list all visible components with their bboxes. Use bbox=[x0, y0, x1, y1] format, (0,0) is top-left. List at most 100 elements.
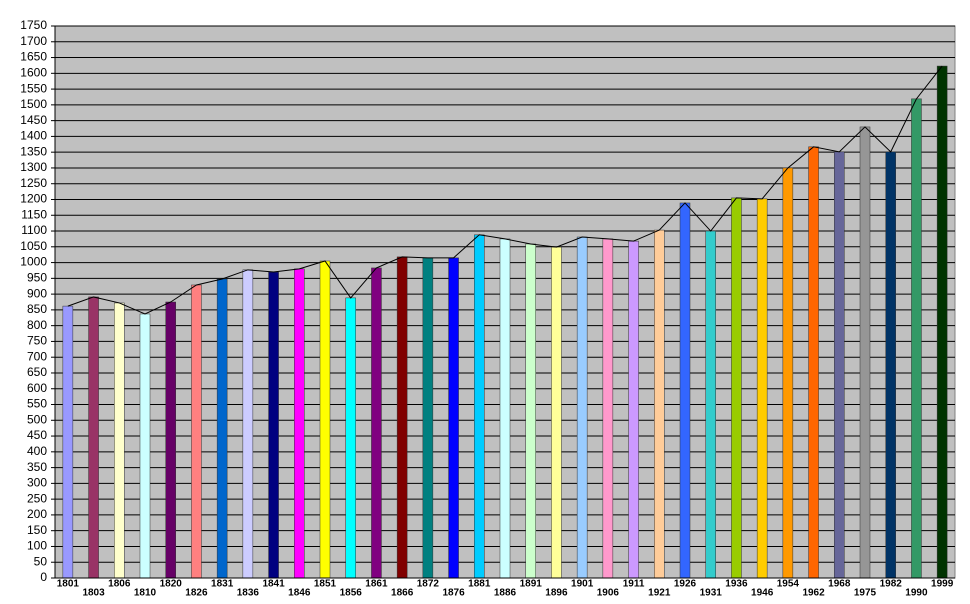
x-tick-label: 1876 bbox=[442, 588, 465, 599]
y-tick-label: 1650 bbox=[20, 50, 47, 64]
y-tick-label: 900 bbox=[27, 286, 47, 300]
bar bbox=[859, 126, 871, 579]
y-tick-label: 500 bbox=[27, 412, 47, 426]
y-tick-label: 1500 bbox=[20, 97, 47, 111]
bar bbox=[679, 202, 691, 579]
y-tick-label: 950 bbox=[27, 271, 47, 285]
y-tick-label: 400 bbox=[27, 444, 47, 458]
bar bbox=[216, 278, 228, 579]
y-tick-label: 1300 bbox=[20, 160, 47, 174]
y-tick-label: 1200 bbox=[20, 192, 47, 206]
bar bbox=[448, 257, 459, 579]
bar bbox=[422, 257, 434, 579]
x-tick-label: 1931 bbox=[700, 588, 723, 599]
y-tick-label: 850 bbox=[27, 302, 47, 316]
x-tick-label: 1901 bbox=[571, 579, 594, 590]
x-tick-label: 1936 bbox=[725, 579, 748, 590]
bar bbox=[936, 65, 948, 579]
bar bbox=[576, 236, 588, 579]
bar bbox=[165, 301, 176, 579]
x-tick-label: 1801 bbox=[57, 579, 80, 590]
bar bbox=[782, 167, 794, 579]
bar bbox=[731, 197, 742, 579]
x-tick-label: 1975 bbox=[854, 588, 877, 599]
x-tick-label: 1820 bbox=[160, 579, 183, 590]
y-tick-label: 100 bbox=[27, 539, 47, 553]
x-tick-label: 1911 bbox=[623, 579, 645, 590]
x-tick-label: 1836 bbox=[237, 588, 260, 599]
y-tick-label: 1750 bbox=[20, 18, 47, 32]
x-tick-label: 1872 bbox=[417, 579, 440, 590]
bar bbox=[499, 238, 511, 579]
y-tick-label: 1400 bbox=[20, 129, 47, 143]
x-tick-label: 1856 bbox=[340, 588, 363, 599]
x-tick-label: 1861 bbox=[365, 579, 388, 590]
bar bbox=[268, 271, 279, 579]
y-tick-label: 1100 bbox=[21, 223, 47, 237]
x-tick-label: 1891 bbox=[520, 579, 543, 590]
bar bbox=[88, 296, 99, 579]
bar bbox=[62, 305, 74, 579]
x-tick-label: 1954 bbox=[777, 579, 800, 590]
x-tick-label: 1921 bbox=[648, 588, 671, 599]
bar bbox=[808, 146, 819, 579]
bar bbox=[474, 234, 485, 579]
bar bbox=[396, 256, 408, 579]
y-tick-label: 1250 bbox=[20, 176, 47, 190]
x-tick-label: 1968 bbox=[828, 579, 851, 590]
y-tick-label: 550 bbox=[27, 397, 47, 411]
bar bbox=[885, 151, 896, 579]
bar bbox=[602, 238, 614, 579]
bar bbox=[371, 267, 382, 579]
x-tick-label: 1806 bbox=[108, 579, 131, 590]
x-tick-label: 1866 bbox=[391, 588, 414, 599]
bar bbox=[319, 260, 331, 579]
x-tick-label: 1999 bbox=[931, 579, 954, 590]
bar bbox=[911, 98, 922, 579]
y-tick-label: 600 bbox=[27, 381, 47, 395]
bar bbox=[551, 246, 562, 579]
y-tick-label: 650 bbox=[27, 365, 47, 379]
y-tick-label: 1550 bbox=[20, 81, 47, 95]
x-tick-label: 1990 bbox=[905, 588, 928, 599]
trend-line bbox=[67, 65, 943, 315]
y-tick-label: 450 bbox=[27, 428, 47, 442]
y-tick-label: 1150 bbox=[21, 207, 47, 221]
y-tick-label: 1050 bbox=[20, 239, 47, 253]
x-tick-label: 1851 bbox=[314, 579, 337, 590]
x-tick-label: 1810 bbox=[134, 588, 157, 599]
y-tick-label: 1000 bbox=[20, 255, 47, 269]
y-tick-label: 700 bbox=[27, 349, 47, 363]
y-tick-label: 250 bbox=[27, 491, 47, 505]
y-tick-label: 1700 bbox=[20, 34, 47, 48]
bar bbox=[294, 268, 305, 579]
y-tick-label: 750 bbox=[27, 334, 47, 348]
x-tick-label: 1846 bbox=[288, 588, 311, 599]
x-tick-label: 1962 bbox=[802, 588, 825, 599]
y-tick-label: 800 bbox=[27, 318, 47, 332]
y-tick-label: 0 bbox=[40, 570, 47, 584]
x-tick-label: 1803 bbox=[82, 588, 105, 599]
y-tick-label: 1350 bbox=[20, 144, 47, 158]
y-tick-label: 200 bbox=[27, 507, 47, 521]
y-tick-label: 150 bbox=[27, 523, 47, 537]
bar bbox=[834, 151, 845, 579]
bar bbox=[139, 313, 151, 579]
bar bbox=[114, 302, 125, 579]
y-tick-label: 1450 bbox=[20, 113, 47, 127]
x-tick-label: 1881 bbox=[468, 579, 491, 590]
x-tick-label: 1946 bbox=[751, 588, 774, 599]
x-tick-label: 1841 bbox=[262, 579, 285, 590]
x-tick-label: 1826 bbox=[185, 588, 208, 599]
bar bbox=[242, 269, 254, 579]
y-tick-label: 50 bbox=[34, 554, 48, 568]
bar bbox=[191, 284, 202, 579]
y-tick-label: 1600 bbox=[20, 65, 47, 79]
x-tick-label: 1982 bbox=[880, 579, 903, 590]
bar bbox=[525, 243, 536, 579]
x-tick-label: 1906 bbox=[597, 588, 620, 599]
bar bbox=[654, 229, 665, 579]
bar bbox=[345, 297, 356, 579]
